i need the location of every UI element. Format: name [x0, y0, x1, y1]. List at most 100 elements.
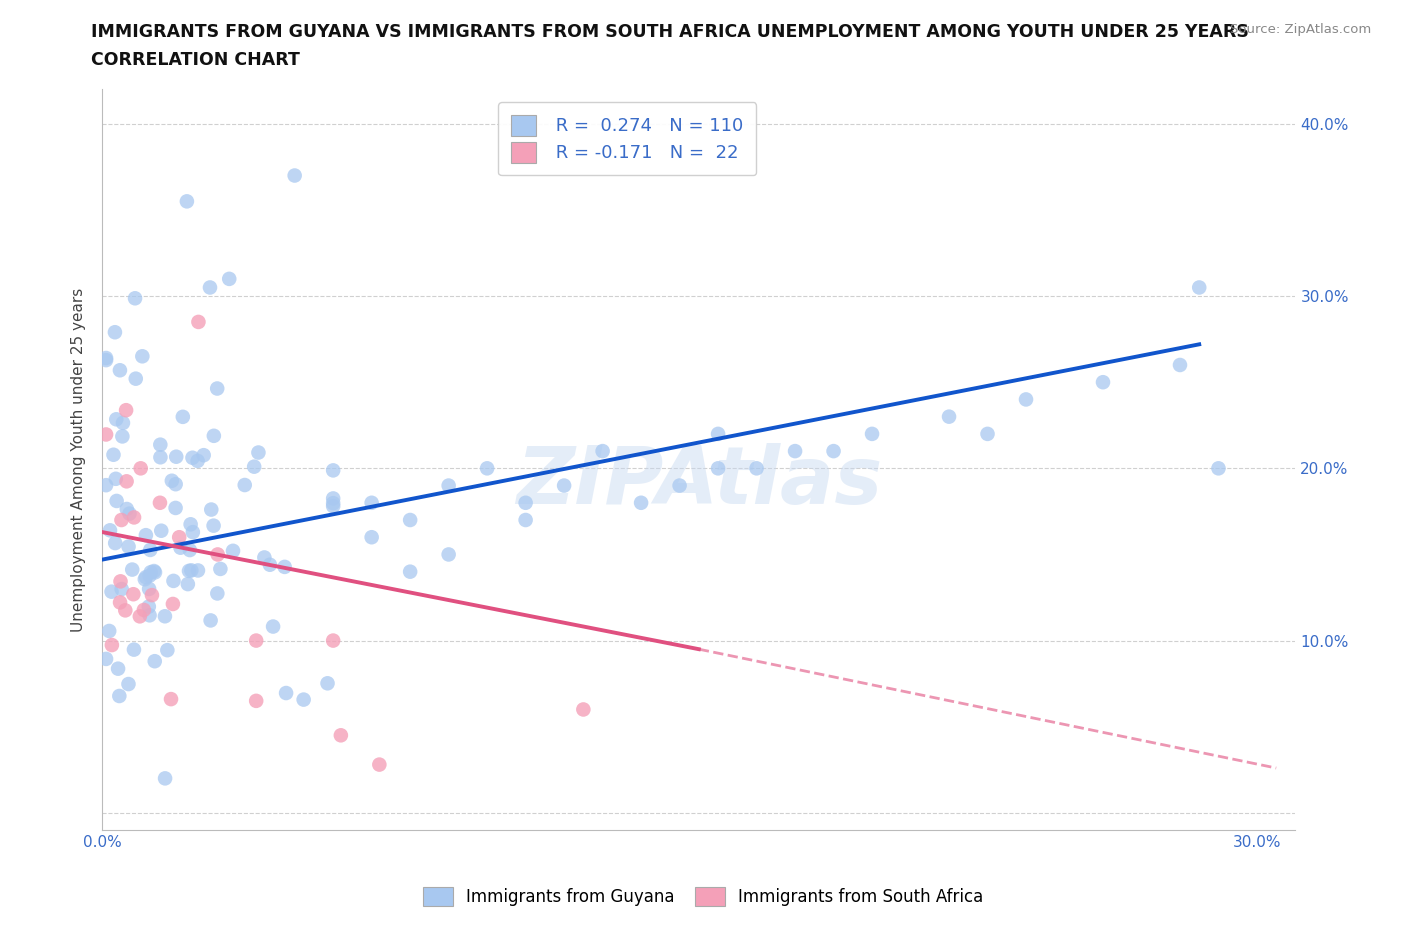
Point [138, 608, 160, 623]
Point [1168, 357, 1191, 372]
Point [515, 512, 537, 527]
Point [110, 512, 132, 527]
Point [1188, 280, 1211, 295]
Point [149, 450, 172, 465]
Point [139, 565, 162, 579]
Point [110, 574, 132, 589]
Point [94, 651, 117, 666]
Point [200, 502, 222, 517]
Point [143, 654, 166, 669]
Point [292, 692, 315, 707]
Point [111, 581, 134, 596]
Point [94, 478, 117, 493]
Point [98, 523, 121, 538]
Point [207, 547, 229, 562]
Point [399, 565, 422, 579]
Point [105, 494, 128, 509]
Point [156, 643, 179, 658]
Point [169, 540, 191, 555]
Point [322, 496, 344, 511]
Point [122, 510, 145, 525]
Point [105, 412, 128, 427]
Point [515, 496, 537, 511]
Point [111, 429, 134, 444]
Y-axis label: Unemployment Among Youth under 25 years: Unemployment Among Youth under 25 years [72, 287, 86, 631]
Point [117, 539, 139, 554]
Legend: Immigrants from Guyana, Immigrants from South Africa: Immigrants from Guyana, Immigrants from … [415, 878, 991, 914]
Point [117, 677, 139, 692]
Point [630, 496, 652, 511]
Point [138, 599, 160, 614]
Point [94, 427, 117, 442]
Point [94, 352, 117, 367]
Point [103, 447, 125, 462]
Point [668, 478, 690, 493]
Point [437, 478, 460, 493]
Point [149, 437, 172, 452]
Point [253, 550, 276, 565]
Point [368, 757, 391, 772]
Point [322, 633, 344, 648]
Point [172, 409, 194, 424]
Point [125, 371, 148, 386]
Point [553, 478, 575, 493]
Point [118, 506, 141, 521]
Point [153, 771, 176, 786]
Point [114, 603, 136, 618]
Point [437, 547, 460, 562]
Point [329, 728, 352, 743]
Point [259, 557, 281, 572]
Point [245, 694, 267, 709]
Point [104, 325, 127, 339]
Point [360, 530, 382, 545]
Point [143, 565, 166, 579]
Point [131, 349, 153, 364]
Point [198, 280, 221, 295]
Point [572, 702, 595, 717]
Legend:  R =  0.274   N = 110,  R = -0.171   N =  22: R = 0.274 N = 110, R = -0.171 N = 22 [498, 102, 756, 176]
Point [976, 427, 998, 442]
Point [187, 563, 209, 578]
Point [128, 609, 150, 624]
Text: IMMIGRANTS FROM GUYANA VS IMMIGRANTS FROM SOUTH AFRICA UNEMPLOYMENT AMONG YOUTH : IMMIGRANTS FROM GUYANA VS IMMIGRANTS FRO… [91, 23, 1250, 41]
Point [243, 459, 266, 474]
Point [108, 595, 131, 610]
Point [177, 577, 200, 591]
Point [322, 491, 344, 506]
Point [122, 643, 145, 658]
Point [399, 512, 422, 527]
Point [167, 530, 190, 545]
Point [200, 613, 222, 628]
Point [94, 351, 117, 365]
Point [98, 623, 121, 638]
Point [745, 461, 768, 476]
Text: Source: ZipAtlas.com: Source: ZipAtlas.com [1230, 23, 1371, 36]
Point [177, 564, 200, 578]
Point [176, 194, 198, 209]
Point [360, 496, 382, 511]
Point [273, 560, 295, 575]
Point [592, 444, 614, 458]
Point [122, 587, 145, 602]
Point [162, 596, 184, 611]
Point [135, 570, 157, 585]
Point [150, 524, 173, 538]
Text: CORRELATION CHART: CORRELATION CHART [91, 51, 301, 69]
Point [138, 581, 160, 596]
Point [205, 381, 228, 396]
Point [143, 564, 166, 578]
Point [160, 692, 183, 707]
Point [202, 518, 225, 533]
Point [165, 500, 187, 515]
Point [475, 461, 498, 476]
Point [322, 498, 344, 513]
Point [108, 688, 131, 703]
Point [180, 563, 202, 578]
Point [129, 461, 152, 476]
Point [222, 543, 245, 558]
Point [316, 676, 339, 691]
Point [1208, 461, 1230, 476]
Point [207, 586, 229, 601]
Point [1091, 375, 1114, 390]
Point [218, 272, 240, 286]
